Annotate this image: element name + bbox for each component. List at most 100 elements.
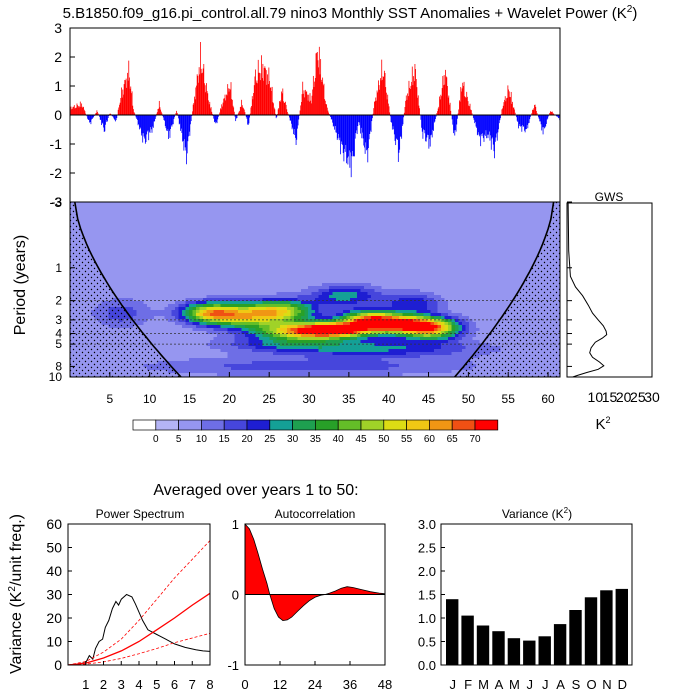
wavelet-power-cell	[399, 364, 477, 368]
ac-x-tick-label: 48	[378, 677, 392, 692]
wavelet-power-cell	[70, 280, 560, 284]
wavelet-power-cell	[301, 301, 358, 305]
wavelet-power-cell	[70, 259, 560, 263]
wavelet-power-cell	[322, 346, 407, 350]
wavelet-power-cell	[437, 331, 442, 335]
wavelet-power-cell	[434, 322, 438, 326]
wavelet-power-cell	[420, 355, 480, 359]
wavelet-power-cell	[196, 325, 207, 329]
wavelet-power-cell	[287, 325, 298, 329]
wavelet-power-cell	[392, 304, 428, 308]
wavelet-power-cell	[147, 367, 232, 371]
wavelet-power-cell	[367, 337, 407, 341]
wavelet-power-cell	[441, 295, 560, 299]
wavelet-power-cell	[182, 325, 197, 329]
wavelet-power-cell	[185, 304, 190, 308]
wavelet-power-cell	[189, 307, 193, 311]
wavelet-power-cell	[318, 289, 330, 293]
wavelet-power-cell	[458, 328, 463, 332]
wavelet-power-cell	[182, 310, 186, 314]
wavelet-power-cell	[192, 310, 197, 314]
wavelet-power-cell	[350, 337, 358, 341]
wavelet-power-cell	[301, 310, 305, 314]
wavelet-power-cell	[469, 322, 477, 326]
wavelet-power-cell	[178, 307, 186, 311]
wavelet-power-cell	[199, 307, 207, 311]
wavelet-power-cell	[297, 313, 305, 317]
ps-x-tick-label: 6	[171, 677, 178, 692]
ps-x-tick-label: 8	[206, 677, 213, 692]
wavelet-power-cell	[374, 343, 442, 347]
wavelet-power-cell	[262, 298, 298, 302]
wavelet-power-cell	[406, 352, 452, 356]
wavelet-power-cell	[329, 337, 340, 341]
wavelet-power-cell	[297, 325, 305, 329]
wavelet-power-cell	[451, 352, 491, 356]
variance-title-main: Variance (K	[502, 507, 564, 521]
wavelet-power-cell	[133, 298, 186, 302]
wavelet-power-cell	[357, 337, 368, 341]
wavelet-x-tick-label: 40	[382, 392, 396, 406]
wavelet-power-cell	[290, 316, 295, 320]
wavelet-power-cell	[462, 343, 491, 347]
wavelet-power-cell	[269, 325, 281, 329]
wavelet-power-cell	[287, 340, 326, 344]
wavelet-power-cell	[297, 295, 319, 299]
wavelet-power-cell	[262, 331, 267, 335]
wavelet-power-cell	[252, 349, 277, 353]
wavelet-power-cell	[343, 313, 347, 317]
wavelet-power-cell	[399, 316, 407, 320]
gws-title: GWS	[595, 190, 624, 204]
wavelet-power-cell	[227, 328, 242, 332]
wavelet-power-cell	[311, 292, 323, 296]
wavelet-power-cell	[413, 334, 424, 338]
wavelet-power-cell	[164, 316, 176, 320]
wavelet-power-cell	[332, 319, 337, 323]
wavelet-power-cell	[294, 319, 305, 323]
wavelet-power-cell	[444, 328, 449, 332]
variance-month-label: D	[618, 677, 627, 692]
wavelet-power-cell	[434, 319, 442, 323]
wavelet-power-cell	[311, 313, 323, 317]
wavelet-power-cell	[430, 334, 442, 338]
ac-y-tick-label: 0	[232, 588, 239, 603]
wavelet-power-cell	[269, 337, 277, 341]
wavelet-power-cell	[350, 313, 358, 317]
ac-x-tick-label: 0	[241, 677, 248, 692]
colorbar-label: 30	[287, 434, 299, 445]
ac-x-tick-label: 12	[273, 677, 287, 692]
wavelet-power-cell	[168, 304, 179, 308]
power-spectrum-lines	[68, 540, 210, 665]
wavelet-power-cell	[441, 322, 445, 326]
colorbar-box	[406, 419, 430, 431]
wavelet-power-cell	[273, 331, 277, 335]
wavelet-power-cell	[437, 301, 449, 305]
wavelet-power-cell	[301, 289, 319, 293]
wavelet-power-cell	[297, 307, 302, 311]
wavelet-power-cell	[189, 316, 193, 320]
wavelet-power-cell	[192, 322, 200, 326]
variance-bars	[446, 588, 628, 665]
wavelet-power-cell	[70, 256, 560, 260]
variance-y-tick-label: 2.5	[418, 541, 436, 556]
sst-y-tick-label: -1	[50, 136, 63, 152]
wavelet-power-cell	[234, 325, 246, 329]
power-spectrum-y-axis: 0 10 20 30 40 50 60	[46, 516, 72, 673]
wavelet-power-cell	[133, 316, 155, 320]
wavelet-power-cell	[360, 313, 368, 317]
wavelet-x-tick-label: 50	[462, 392, 476, 406]
ps-x-tick-label: 2	[100, 677, 107, 692]
wavelet-power-cell	[448, 304, 560, 308]
wavelet-power-cell	[451, 334, 456, 338]
wavelet-power-cell	[427, 319, 431, 323]
wavelet-power-cell	[448, 331, 452, 335]
wavelet-power-cell	[276, 337, 288, 341]
sst-y-tick-label: -2	[50, 165, 63, 181]
wavelet-power-cell	[448, 325, 452, 329]
gws-x-tick-label: 25	[630, 389, 646, 405]
ps-x-tick-label: 7	[189, 677, 196, 692]
variance-bar-6	[523, 640, 536, 665]
wavelet-power-cell	[280, 325, 288, 329]
wavelet-power-cell	[248, 307, 267, 311]
wavelet-power-cell	[392, 313, 403, 317]
